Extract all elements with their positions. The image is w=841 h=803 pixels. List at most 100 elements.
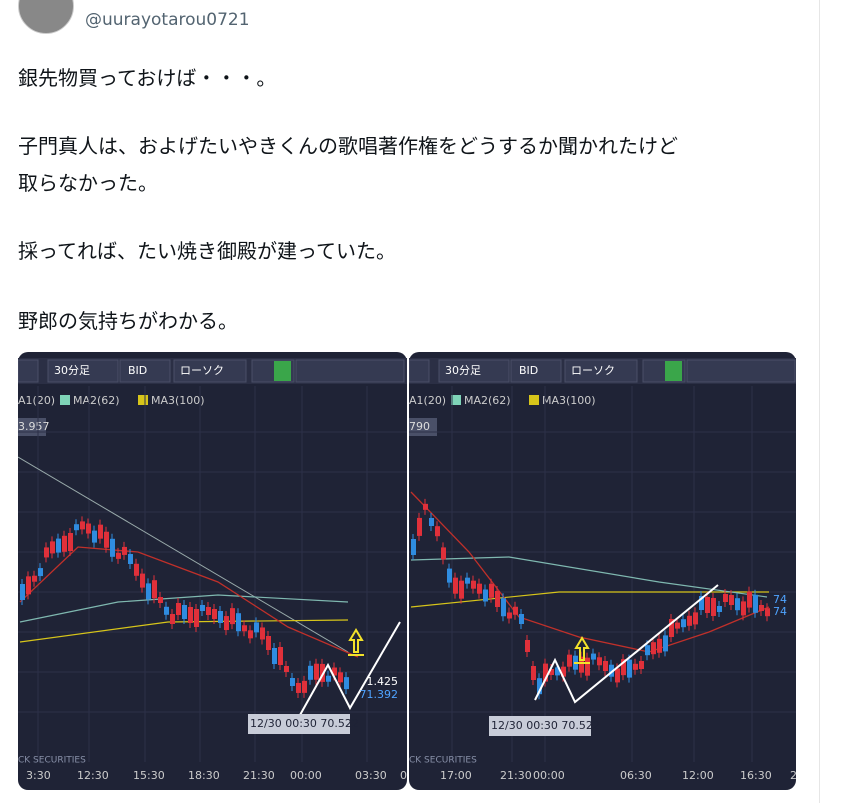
candle-body <box>621 659 626 676</box>
candle-body <box>549 669 554 675</box>
candle-body <box>272 648 277 664</box>
candle-body <box>669 619 674 637</box>
candle-body <box>278 647 283 665</box>
x-tick-label: 16:30 <box>740 769 772 782</box>
ma-line <box>410 491 770 653</box>
trendline <box>18 456 349 653</box>
candle-body <box>116 552 121 559</box>
candle-body <box>110 538 115 557</box>
candle-body <box>531 666 536 680</box>
toolbar-button <box>47 359 119 383</box>
candle-body <box>284 666 289 672</box>
candle-body <box>513 606 518 615</box>
tweet-line: 子門真人は、およげたいやきくんの歌唱著作権をどうするか聞かれたけど <box>18 134 678 158</box>
candle-body <box>723 594 728 602</box>
candle-body <box>104 531 109 548</box>
candle-body <box>579 656 584 673</box>
legend-label: MA2(62) <box>73 394 120 407</box>
candle-body <box>741 601 746 616</box>
price-label: 71.392 <box>360 688 399 701</box>
candle-body <box>765 608 770 617</box>
candle-body <box>86 523 91 534</box>
legend-label: A1(20) <box>18 394 55 407</box>
candle-body <box>56 538 61 553</box>
candle-body <box>639 661 644 669</box>
legend-swatch <box>60 395 70 405</box>
candle-body <box>224 616 229 631</box>
candle-body <box>254 622 259 633</box>
candle-body <box>585 657 590 676</box>
candle-body <box>483 589 488 602</box>
price-label: 74 <box>773 593 787 606</box>
candle-body <box>495 591 500 607</box>
candle-body <box>555 667 560 676</box>
candle-body <box>260 627 265 640</box>
candle-body <box>657 638 662 653</box>
candle-body <box>519 614 524 624</box>
candle-body <box>729 595 734 605</box>
candle-body <box>134 563 139 576</box>
x-tick-label: 15:30 <box>133 769 165 782</box>
candle-body <box>591 653 596 660</box>
candle-body <box>218 611 223 623</box>
candle-body <box>68 533 73 551</box>
candle-body <box>38 568 43 577</box>
tweet-line: 取らなかった。 <box>18 171 158 195</box>
candle-body <box>411 539 416 555</box>
price-label: 1.425 <box>367 675 399 688</box>
candle-body <box>74 524 79 531</box>
toolbar-label: ローソク <box>571 364 615 377</box>
candle-body <box>603 661 608 671</box>
candle-body <box>699 596 704 610</box>
candle-body <box>489 583 494 598</box>
ma-line <box>19 619 349 643</box>
legend-label: MA2(62) <box>464 394 511 407</box>
candle-body <box>50 541 55 554</box>
candle-body <box>266 636 271 650</box>
candle-body <box>98 524 103 539</box>
candle-body <box>435 526 440 537</box>
candle-body <box>332 667 337 676</box>
x-tick-label: 3:30 <box>26 769 51 782</box>
candle-body <box>62 535 67 552</box>
candle-body <box>236 613 241 632</box>
toolbar-label: 30分足 <box>54 364 90 377</box>
candle-body <box>200 605 205 611</box>
legend-swatch <box>451 395 461 405</box>
avatar[interactable] <box>18 0 74 34</box>
candle-body <box>759 605 764 611</box>
drawn-line <box>534 584 719 704</box>
candle-body <box>206 607 211 615</box>
candle-body <box>627 659 632 678</box>
price-label: 74 <box>773 605 787 618</box>
scrollbar-edge <box>819 0 820 803</box>
candle-body <box>344 677 349 690</box>
candle-body <box>507 612 512 619</box>
price-tag-label: 790 <box>409 420 430 433</box>
tooltip: 12/30 00:30 70.522 <box>250 717 359 730</box>
candle-body <box>152 580 157 599</box>
cursor-button <box>665 361 682 381</box>
candle-body <box>92 530 97 543</box>
candle-body <box>687 615 692 626</box>
x-tick-label: 03:30 <box>355 769 387 782</box>
candle-body <box>711 598 716 616</box>
legend-swatch <box>138 395 148 405</box>
chart-image[interactable]: 30分足 BID ローソク A1(20) MA2(62) MA3(100) 3.957 1.4… <box>18 352 407 790</box>
handle[interactable]: @uurayotarou0721 <box>85 10 250 30</box>
candle-body <box>651 642 656 655</box>
toolbar-button <box>510 359 562 383</box>
legend-label: A1(20) <box>409 394 446 407</box>
candle-body <box>501 598 506 617</box>
candle-body <box>429 518 434 526</box>
candle-body <box>567 654 572 667</box>
candle-body <box>194 609 199 627</box>
toolbar-button <box>18 359 39 383</box>
candle-body <box>471 580 476 589</box>
candle-body <box>453 577 458 594</box>
drawn-line <box>299 621 401 716</box>
toolbar-button <box>409 359 430 383</box>
toolbar-label: BID <box>519 364 538 377</box>
toolbar-button <box>295 359 405 383</box>
